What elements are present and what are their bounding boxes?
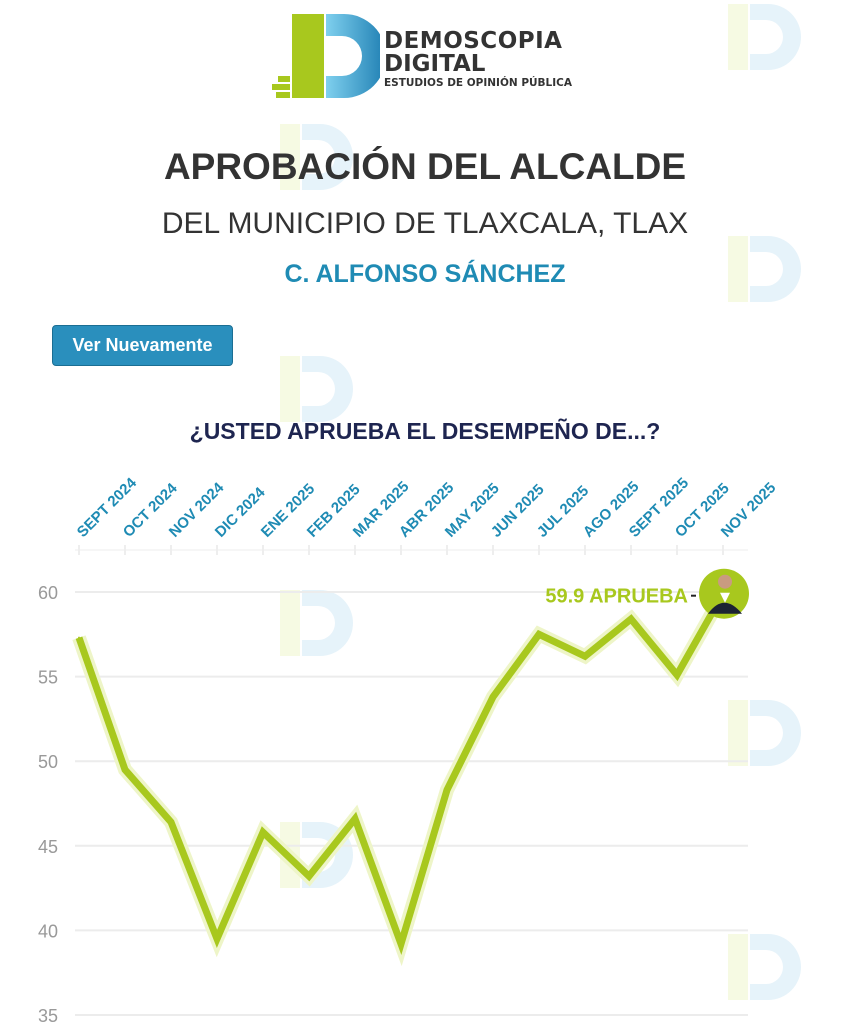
data-point: [400, 942, 402, 945]
page-subtitle: DEL MUNICIPIO DE TLAXCALA, TLAX: [161, 207, 689, 240]
y-tick-label: 50: [38, 752, 58, 772]
y-tick-label: 60: [38, 583, 58, 603]
series-line-glow: [72, 590, 730, 967]
data-point: [170, 821, 172, 824]
mayor-name: C. ALFONSO SÁNCHEZ: [284, 260, 566, 288]
data-point: [538, 633, 540, 636]
data-point: [584, 655, 586, 658]
y-tick-label: 35: [38, 1006, 58, 1024]
y-tick-label: 45: [38, 837, 58, 857]
photo-head: [718, 574, 732, 589]
data-point: [308, 875, 310, 878]
logo-line1: DEMOSCOPIA: [384, 28, 563, 54]
data-point: [216, 937, 218, 940]
logo-mark-icon: [272, 14, 380, 98]
logo-line2: DIGITAL: [384, 51, 486, 77]
logo-tagline: ESTUDIOS DE OPINIÓN PÚBLICA: [384, 77, 572, 89]
series-line: [75, 591, 727, 956]
end-value-label: 59.9 APRUEBA: [545, 586, 688, 608]
data-point: [446, 788, 448, 791]
data-point: [676, 673, 678, 676]
data-point: [354, 817, 356, 820]
demoscopia-logo: DEMOSCOPIA DIGITAL ESTUDIOS DE OPINIÓN P…: [268, 12, 588, 102]
data-point: [492, 695, 494, 698]
page-title: APROBACIÓN DEL ALCALDE: [163, 146, 687, 187]
photo-shirt: [720, 592, 730, 603]
data-point: [124, 768, 126, 771]
y-tick-label: 40: [38, 921, 58, 941]
chart-question: ¿USTED APRUEBA EL DESEMPEÑO DE...?: [189, 418, 661, 444]
replay-button[interactable]: Ver Nuevamente: [52, 325, 233, 366]
data-point: [78, 636, 80, 639]
data-point: [630, 618, 632, 621]
photo-suit: [708, 602, 742, 614]
y-tick-label: 55: [38, 668, 58, 688]
data-point: [262, 831, 264, 834]
